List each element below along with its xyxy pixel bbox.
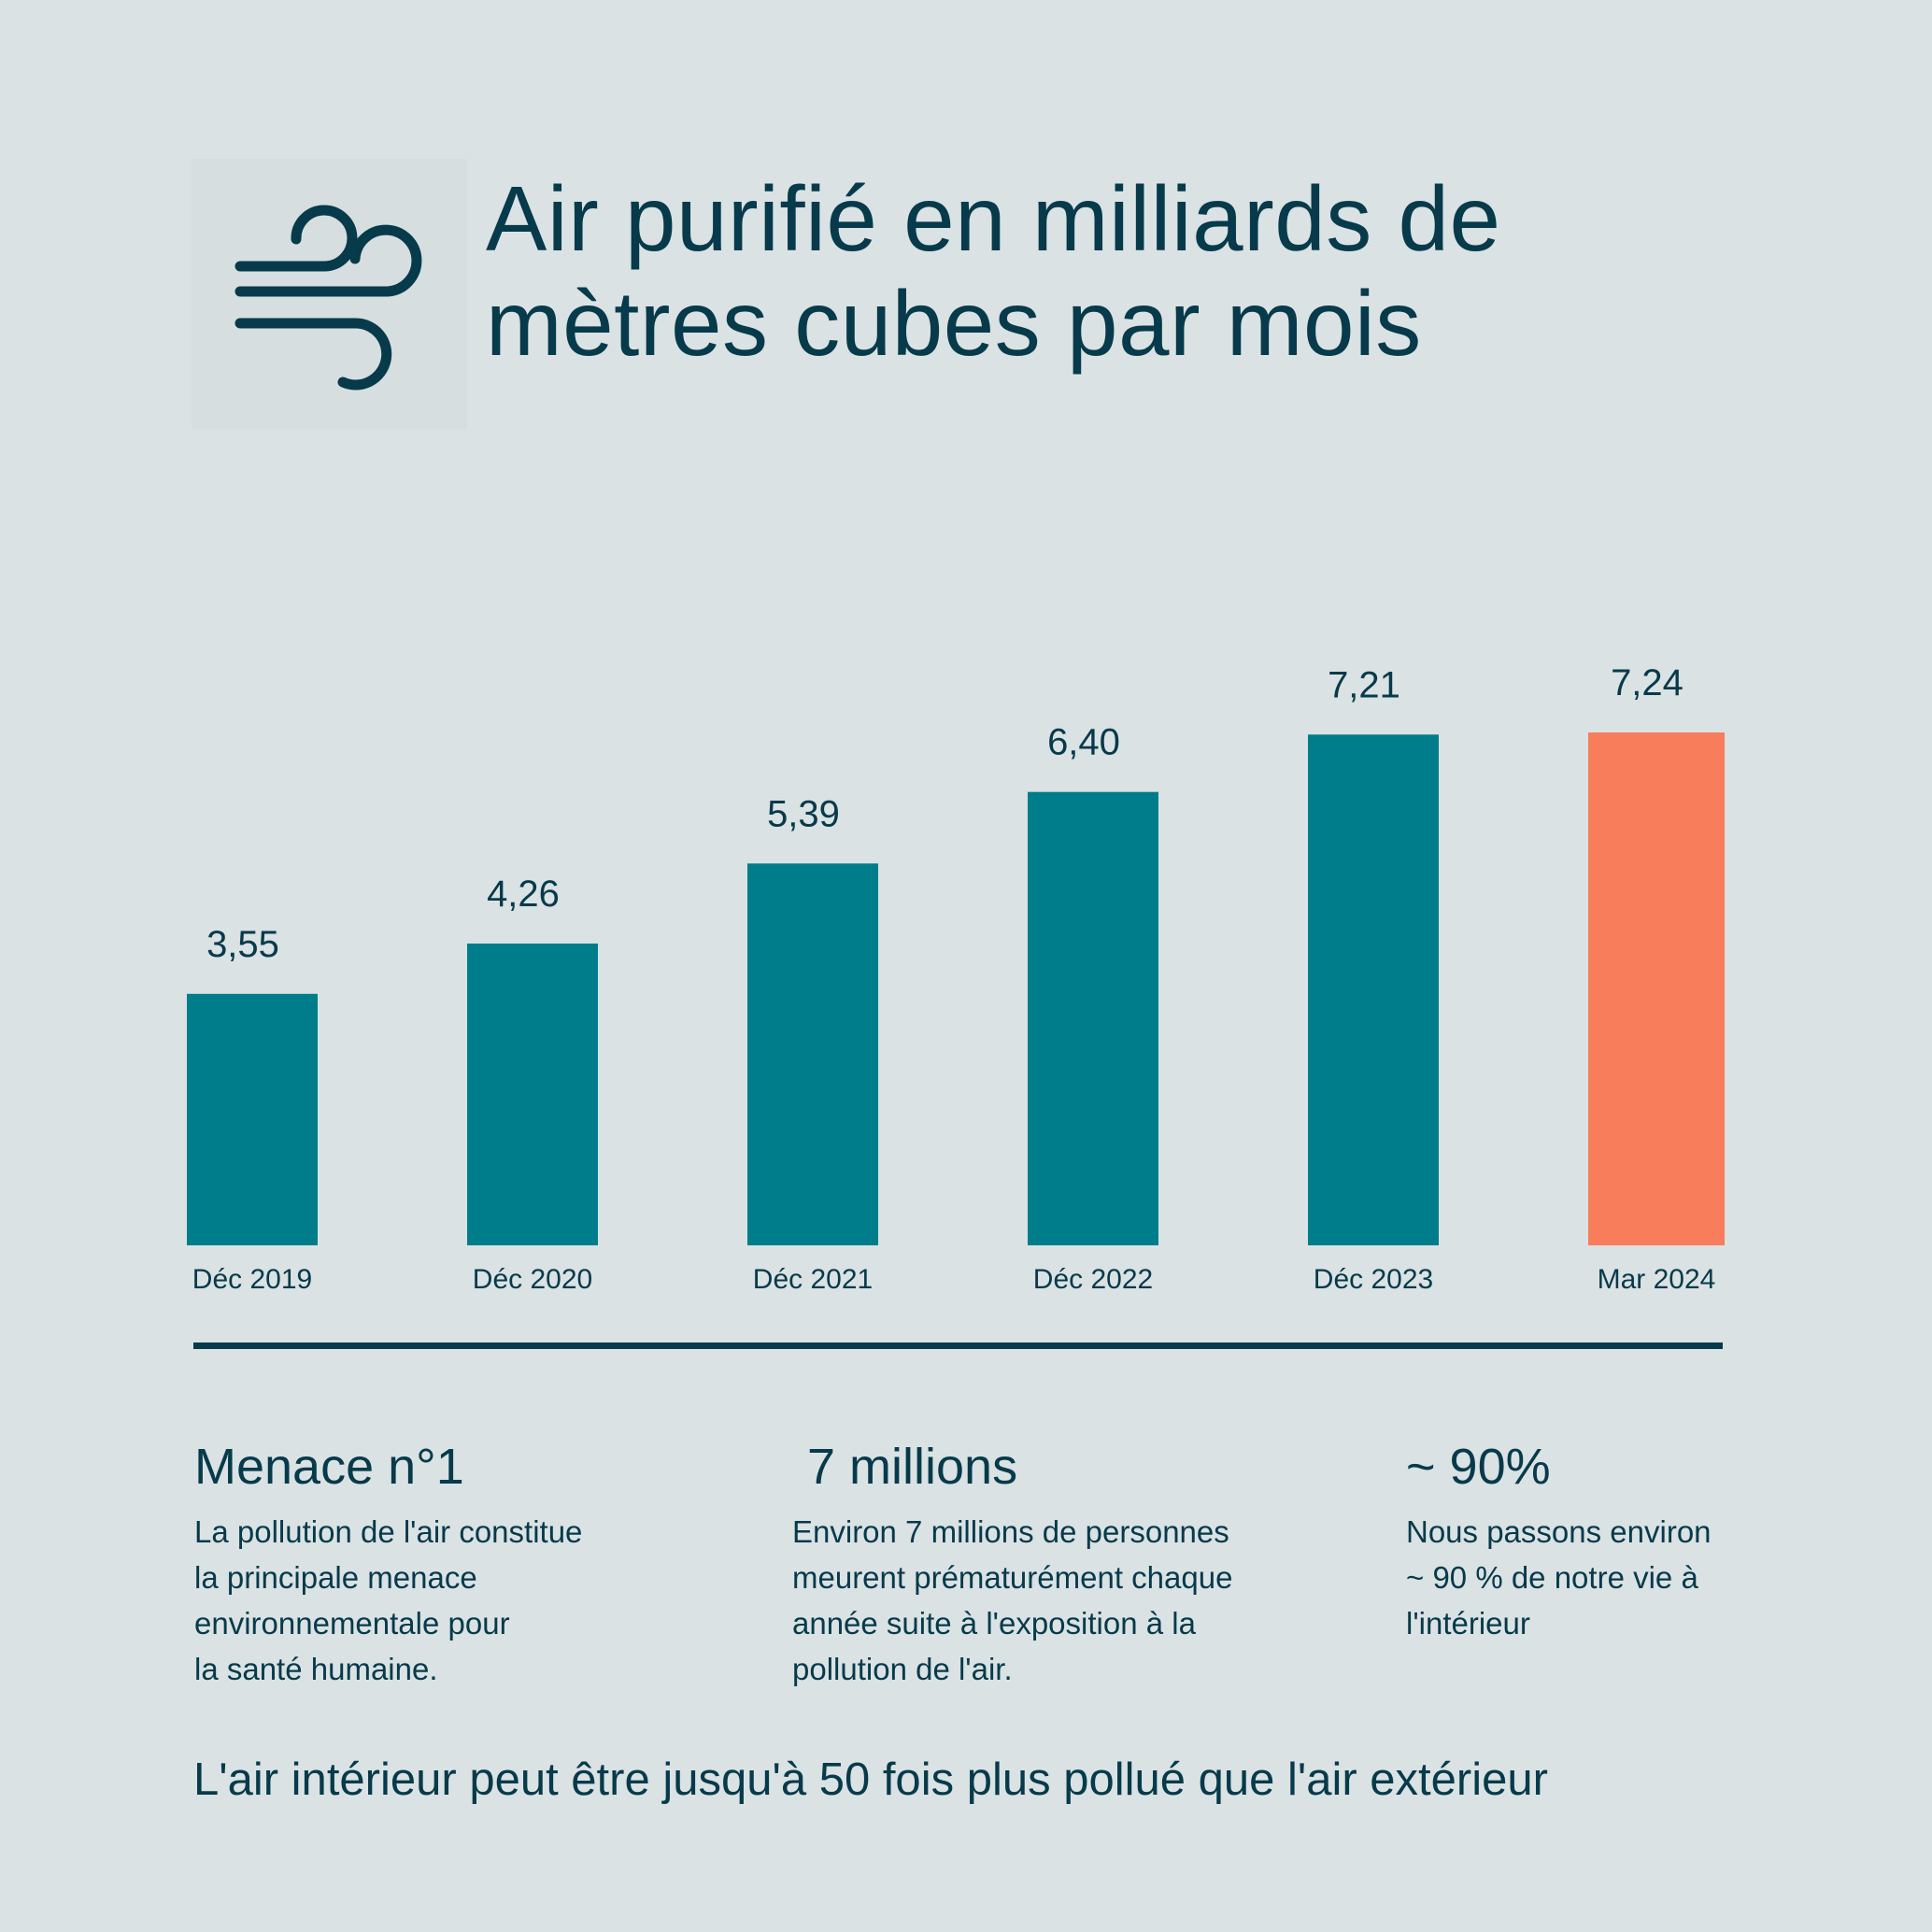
bar-6 bbox=[1588, 732, 1725, 1245]
value-label: 7,21 bbox=[1328, 664, 1400, 705]
bar-3 bbox=[747, 863, 878, 1245]
footer-note: L'air intérieur peut être jusqu'à 50 foi… bbox=[193, 1754, 1548, 1805]
category-label: Mar 2024 bbox=[1598, 1264, 1716, 1295]
stat-line: année suite à l'exposition à la bbox=[792, 1606, 1196, 1641]
bar-chart: 3,55 Déc 2019 4,26 Déc 2020 5,39 Déc 2021 6,40… bbox=[187, 662, 1725, 1295]
stat-line: la principale menace bbox=[194, 1560, 477, 1595]
value-label: 7,24 bbox=[1611, 662, 1683, 703]
stat-description: La pollution de l'air constitue la princ… bbox=[194, 1509, 717, 1692]
stat-line: environnementale pour bbox=[194, 1606, 510, 1641]
stat-line: pollution de l'air. bbox=[792, 1652, 1013, 1686]
stat-percent: ~ 90% Nous passons environ ~ 90 % de not… bbox=[1406, 1434, 1798, 1646]
stat-line: Environ 7 millions de personnes bbox=[792, 1514, 1229, 1549]
divider bbox=[193, 1342, 1723, 1349]
wind-icon bbox=[192, 159, 467, 430]
chart-header: Air purifié en milliards de mètres cubes… bbox=[192, 159, 1780, 430]
stat-menace: Menace n°1 La pollution de l'air constit… bbox=[194, 1434, 717, 1692]
value-label: 3,55 bbox=[206, 924, 279, 965]
bar-1 bbox=[187, 993, 318, 1245]
value-label: 5,39 bbox=[767, 793, 840, 834]
stat-line: l'intérieur bbox=[1406, 1606, 1530, 1641]
chart-title: Air purifié en milliards de mètres cubes… bbox=[486, 166, 1775, 376]
category-label: Déc 2023 bbox=[1314, 1264, 1433, 1295]
stat-line: La pollution de l'air constitue bbox=[194, 1514, 583, 1549]
stat-millions: 7 millions Environ 7 millions de personn… bbox=[792, 1434, 1353, 1692]
bar-5 bbox=[1308, 734, 1439, 1245]
category-label: Déc 2022 bbox=[1033, 1264, 1153, 1295]
stat-description: Environ 7 millions de personnes meurent … bbox=[792, 1509, 1353, 1692]
bar-2 bbox=[467, 943, 598, 1245]
stat-description: Nous passons environ ~ 90 % de notre vie… bbox=[1406, 1509, 1798, 1646]
stat-heading: 7 millions bbox=[807, 1439, 1018, 1495]
stat-line: Nous passons environ bbox=[1406, 1514, 1712, 1549]
stat-heading: ~ 90% bbox=[1406, 1439, 1551, 1495]
stat-line: meurent prématurément chaque bbox=[792, 1560, 1233, 1595]
value-label: 4,26 bbox=[487, 874, 560, 915]
title-line-2: mètres cubes par mois bbox=[486, 272, 1422, 375]
category-label: Déc 2021 bbox=[753, 1264, 873, 1295]
stat-line: ~ 90 % de notre vie à bbox=[1406, 1560, 1698, 1595]
stat-line: la santé humaine. bbox=[194, 1652, 438, 1686]
category-label: Déc 2020 bbox=[473, 1264, 592, 1295]
title-line-1: Air purifié en milliards de bbox=[486, 167, 1501, 270]
value-label: 6,40 bbox=[1047, 722, 1120, 763]
stat-heading: Menace n°1 bbox=[194, 1439, 464, 1495]
category-label: Déc 2019 bbox=[192, 1264, 312, 1295]
bar-4 bbox=[1028, 791, 1158, 1245]
